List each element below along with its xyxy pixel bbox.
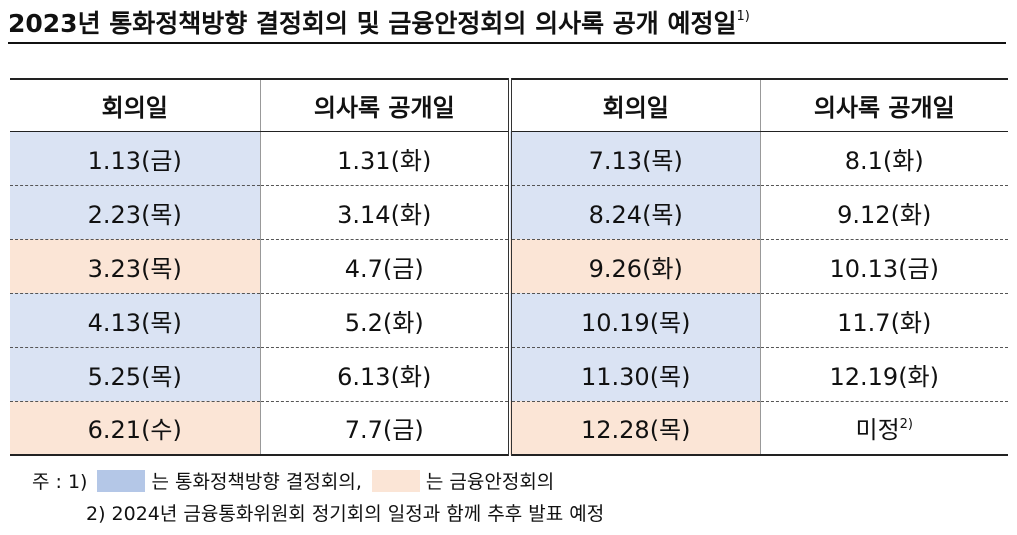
- meeting-date-cell: 9.26(화): [510, 239, 761, 294]
- release-date-cell: 9.12(화): [760, 185, 1008, 240]
- release-date-cell: 10.13(금): [760, 239, 1008, 294]
- mpc-color-swatch: [97, 470, 146, 492]
- header-meeting-date-right: 회의일: [510, 78, 761, 132]
- header-meeting-date-left: 회의일: [10, 78, 261, 132]
- cell-text: 5.2(화): [344, 308, 424, 337]
- release-date-cell: 12.19(화): [760, 347, 1008, 402]
- document-title: 2023년 통화정책방향 결정회의 및 금융안정회의 의사록 공개 예정일1): [8, 4, 750, 40]
- header-release-date-left: 의사록 공개일: [260, 78, 512, 132]
- minutes-schedule-table: 회의일 의사록 공개일 회의일 의사록 공개일 1.13(금) 1.31(화) 7.…: [10, 78, 1008, 456]
- meeting-date-cell: 2.23(목): [10, 185, 261, 240]
- fsc-color-swatch: [371, 470, 420, 492]
- release-date-cell: 7.7(금): [260, 401, 512, 456]
- cell-text: 10.13(금): [829, 254, 939, 283]
- table-row: 3.23(목) 4.7(금) 9.26(화) 10.13(금): [10, 239, 1008, 294]
- cell-text: 5.25(목): [87, 362, 182, 391]
- footnote-mark: 2): [899, 417, 913, 433]
- meeting-date-cell: 5.25(목): [10, 347, 261, 402]
- header-release-date-right: 의사록 공개일: [760, 78, 1008, 132]
- footnote-2: 2) 2024년 금융통화위원회 정기회의 일정과 함께 추후 발표 예정: [86, 503, 605, 525]
- table-header-row: 회의일 의사록 공개일 회의일 의사록 공개일: [10, 78, 1008, 132]
- cell-text: 10.19(목): [580, 308, 691, 337]
- mpc-legend-label: 는 통화정책방향 결정회의,: [151, 471, 362, 493]
- cell-text: 1.31(화): [337, 146, 432, 175]
- release-date-cell: 8.1(화): [760, 131, 1008, 186]
- meeting-date-cell: 10.19(목): [510, 293, 761, 348]
- fsc-legend-label: 는 금융안정회의: [425, 471, 555, 493]
- cell-text: 3.14(화): [337, 200, 432, 229]
- meeting-date-cell: 1.13(금): [10, 131, 261, 186]
- cell-text: 7.13(목): [588, 146, 683, 175]
- title-underline: [8, 42, 1006, 44]
- meeting-date-cell: 7.13(목): [510, 131, 761, 186]
- release-date-cell: 4.7(금): [260, 239, 512, 294]
- cell-text: 9.26(화): [588, 254, 683, 283]
- footnote-1: 주 : 1) 는 통화정책방향 결정회의, 는 금융안정회의: [32, 466, 604, 498]
- table-row: 2.23(목) 3.14(화) 8.24(목) 9.12(화): [10, 185, 1008, 240]
- cell-text: 8.24(목): [588, 200, 683, 229]
- table-row: 1.13(금) 1.31(화) 7.13(목) 8.1(화): [10, 131, 1008, 186]
- meeting-date-cell: 8.24(목): [510, 185, 761, 240]
- meeting-date-cell: 12.28(목): [510, 401, 761, 456]
- cell-text: 12.19(화): [829, 362, 939, 391]
- title-text: 2023년 통화정책방향 결정회의 및 금융안정회의 의사록 공개 예정일: [8, 9, 737, 38]
- meeting-date-cell: 3.23(목): [10, 239, 261, 294]
- table-row: 5.25(목) 6.13(화) 11.30(목) 12.19(화): [10, 347, 1008, 402]
- cell-text: 11.30(목): [580, 362, 691, 391]
- cell-text: 미정: [855, 416, 900, 445]
- cell-text: 6.21(수): [87, 416, 182, 445]
- release-date-cell: 5.2(화): [260, 293, 512, 348]
- footnote-prefix: 주 : 1): [32, 471, 88, 493]
- table-row: 6.21(수) 7.7(금) 12.28(목) 미정2): [10, 401, 1008, 456]
- meeting-date-cell: 4.13(목): [10, 293, 261, 348]
- cell-text: 2.23(목): [87, 200, 182, 229]
- release-date-cell: 미정2): [760, 401, 1008, 456]
- meeting-date-cell: 6.21(수): [10, 401, 261, 456]
- release-date-cell: 1.31(화): [260, 131, 512, 186]
- cell-text: 6.13(화): [337, 362, 432, 391]
- cell-text: 7.7(금): [344, 416, 424, 445]
- cell-text: 9.12(화): [837, 200, 932, 229]
- release-date-cell: 3.14(화): [260, 185, 512, 240]
- release-date-cell: 11.7(화): [760, 293, 1008, 348]
- cell-text: 12.28(목): [580, 416, 691, 445]
- cell-text: 1.13(금): [87, 146, 182, 175]
- cell-text: 4.13(목): [87, 308, 182, 337]
- cell-text: 8.1(화): [844, 146, 924, 175]
- cell-text: 11.7(화): [837, 308, 932, 337]
- release-date-cell: 6.13(화): [260, 347, 512, 402]
- title-footnote-mark: 1): [736, 9, 750, 24]
- table-row: 4.13(목) 5.2(화) 10.19(목) 11.7(화): [10, 293, 1008, 348]
- cell-text: 3.23(목): [87, 254, 182, 283]
- meeting-date-cell: 11.30(목): [510, 347, 761, 402]
- cell-text: 4.7(금): [344, 254, 424, 283]
- footnotes: 주 : 1) 는 통화정책방향 결정회의, 는 금융안정회의 2) 2024년 금융…: [32, 466, 604, 530]
